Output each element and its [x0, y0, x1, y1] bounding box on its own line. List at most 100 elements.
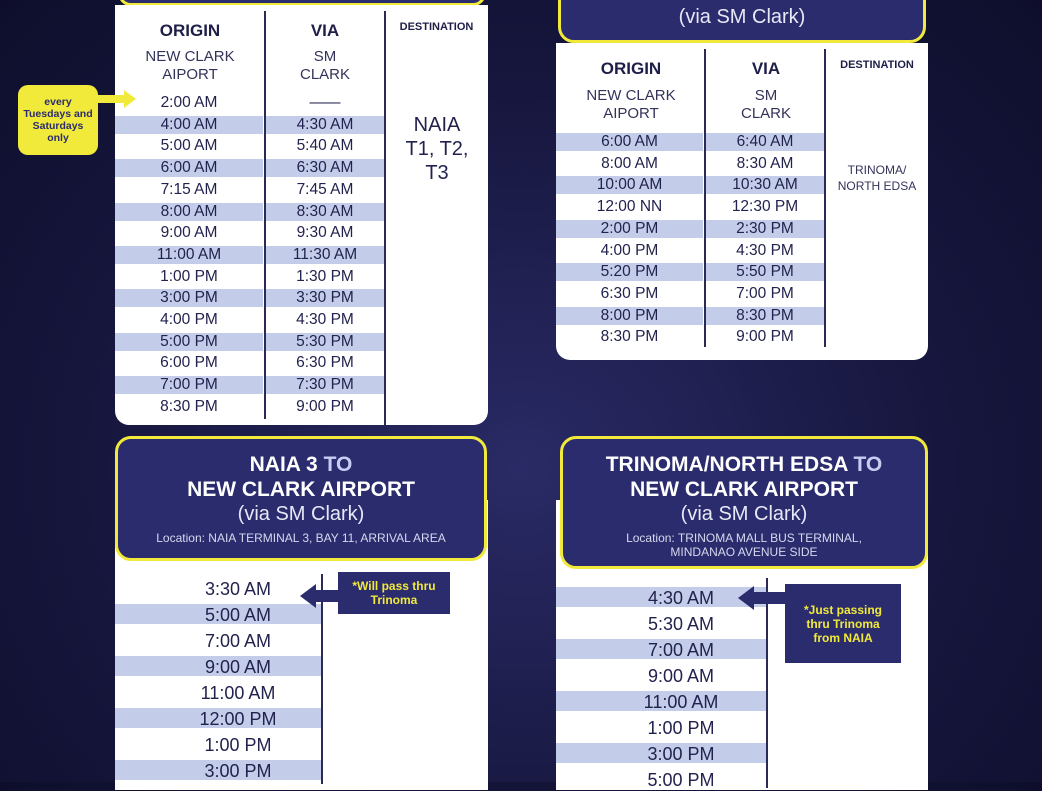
- origin-time: 2:00 PM: [556, 219, 703, 238]
- via-time: 2:30 PM: [706, 219, 824, 238]
- arrow-icon-head: [738, 586, 754, 610]
- via-time: 9:00 PM: [296, 397, 354, 415]
- origin-place: NEW CLARK AIPORT: [586, 87, 676, 122]
- origin-time: 5:00 PM: [115, 332, 263, 351]
- departure-time: 3:00 PM: [556, 743, 766, 764]
- title-to: TO: [323, 453, 353, 476]
- origin-time: 9:00 AM: [160, 224, 218, 242]
- ncia-trinoma-header: (via SM Clark): [558, 0, 926, 43]
- origin-time: 6:00 AM: [115, 159, 263, 178]
- origin-time: 7:15 AM: [160, 180, 218, 198]
- origin-time: 5:00 AM: [160, 137, 218, 155]
- via-time: 4:30 PM: [296, 311, 354, 328]
- origin-header: ORIGIN: [600, 59, 662, 78]
- note-text: *Will pass thru Trinoma: [352, 579, 436, 607]
- origin-time: 8:00 PM: [556, 306, 703, 325]
- destination-value: NAIA T1, T2, T3: [405, 114, 469, 184]
- via-time: 7:00 PM: [736, 284, 794, 302]
- origin-time: 4:00 PM: [160, 311, 218, 328]
- via-time: 8:30 AM: [266, 202, 384, 221]
- via-place: SM CLARK: [740, 87, 792, 122]
- departure-time: 5:30 AM: [647, 614, 715, 634]
- via-time: 9:30 AM: [296, 224, 354, 242]
- divider: [384, 11, 386, 425]
- destination-value: TRINOMA/ NORTH EDSA: [837, 163, 917, 193]
- departure-time: 3:30 AM: [204, 579, 272, 599]
- via-time: 3:30 PM: [266, 289, 384, 308]
- subtitle: (via SM Clark): [680, 503, 808, 525]
- via-time: 8:30 PM: [706, 306, 824, 325]
- arrow-icon: [752, 592, 786, 604]
- via-time: 10:30 AM: [706, 176, 824, 195]
- origin-time: 7:00 PM: [115, 376, 263, 395]
- divider: [704, 49, 706, 347]
- via-time: ——: [309, 94, 341, 111]
- ncia-trinoma-panel: ORIGIN VIA DESTINATION NEW CLARK AIPORT …: [556, 43, 928, 360]
- title-from: TRINOMA/NORTH EDSA: [605, 453, 848, 476]
- via-time: 1:30 PM: [296, 267, 354, 285]
- departure-time: 5:00 AM: [115, 604, 321, 625]
- divider: [321, 574, 323, 784]
- subtitle: (via SM Clark): [237, 503, 365, 525]
- departure-time: 9:00 AM: [647, 666, 715, 686]
- via-time: 4:30 AM: [266, 115, 384, 134]
- destination-header: DESTINATION: [399, 21, 474, 33]
- trinoma-ncia-header: TRINOMA/NORTH EDSA TO NEW CLARK AIRPORT …: [560, 436, 928, 569]
- via-time: 11:30 AM: [266, 245, 384, 264]
- divider: [824, 49, 826, 347]
- destination-header: DESTINATION: [840, 59, 914, 71]
- note-text: *Just passing thru Trinoma from NAIA: [803, 602, 883, 645]
- via-time: 6:30 PM: [296, 354, 354, 372]
- divider: [766, 578, 768, 788]
- origin-time: 6:00 AM: [556, 133, 703, 151]
- location: Location: NAIA TERMINAL 3, BAY 11, ARRIV…: [156, 531, 446, 545]
- via-time: 7:45 AM: [296, 180, 354, 198]
- departure-time: 1:00 PM: [204, 735, 272, 755]
- origin-time: 11:00 AM: [115, 245, 263, 264]
- arrow-icon: [96, 95, 126, 103]
- origin-time: 6:30 PM: [600, 284, 659, 302]
- naia-ncia-header: NAIA 3 TO NEW CLARK AIRPORT (via SM Clar…: [115, 436, 487, 561]
- note-box: *Just passing thru Trinoma from NAIA: [785, 584, 901, 663]
- note-text: every Tuesdays and Saturdays only: [23, 96, 93, 144]
- origin-time: 6:00 PM: [160, 354, 218, 372]
- origin-time: 8:30 PM: [600, 328, 659, 346]
- title-from: NAIA 3: [249, 453, 318, 476]
- via-time: 6:40 AM: [706, 133, 824, 151]
- origin-time: 4:00 AM: [115, 115, 263, 134]
- arrow-icon: [315, 590, 339, 602]
- origin-header: ORIGIN: [159, 21, 221, 40]
- departure-time: 12:00 PM: [115, 708, 321, 729]
- origin-time: 4:00 PM: [600, 241, 659, 259]
- via-time: 4:30 PM: [736, 241, 794, 259]
- via-place: SM CLARK: [299, 48, 351, 83]
- departure-time: 9:00 AM: [115, 656, 321, 677]
- origin-time: 8:00 AM: [601, 154, 658, 172]
- via-time: 7:30 PM: [266, 376, 384, 395]
- note-box: *Will pass thru Trinoma: [338, 572, 450, 614]
- location: Location: TRINOMA MALL BUS TERMINAL, MIN…: [626, 531, 862, 559]
- title-dest: NEW CLARK AIRPORT: [187, 478, 415, 501]
- origin-time: 1:00 PM: [160, 267, 218, 285]
- via-time: 5:50 PM: [706, 263, 824, 282]
- subtitle: (via SM Clark): [678, 6, 806, 28]
- departure-time: 7:00 AM: [204, 631, 272, 651]
- origin-time: 2:00 AM: [160, 94, 218, 111]
- origin-time: 12:00 NN: [596, 198, 663, 216]
- origin-time: 8:30 PM: [160, 397, 218, 415]
- ncia-naia-panel: ORIGIN VIA DESTINATION NEW CLARK AIPORT …: [115, 5, 488, 425]
- via-time: 6:30 AM: [266, 159, 384, 178]
- departure-time: 11:00 AM: [200, 683, 276, 703]
- via-time: 5:30 PM: [266, 332, 384, 351]
- origin-place: NEW CLARK AIPORT: [145, 48, 235, 83]
- title-dest: NEW CLARK AIRPORT: [630, 478, 858, 501]
- departure-time: 11:00 AM: [556, 691, 766, 712]
- departure-time: 7:00 AM: [556, 639, 766, 660]
- via-time: 9:00 PM: [736, 328, 794, 346]
- departure-time: 4:30 AM: [556, 587, 766, 608]
- departure-time: 3:00 PM: [115, 760, 321, 781]
- arrow-icon-head: [300, 584, 316, 608]
- departure-time: 1:00 PM: [647, 718, 715, 738]
- departure-time: 5:00 PM: [647, 770, 715, 790]
- origin-time: 3:00 PM: [115, 289, 263, 308]
